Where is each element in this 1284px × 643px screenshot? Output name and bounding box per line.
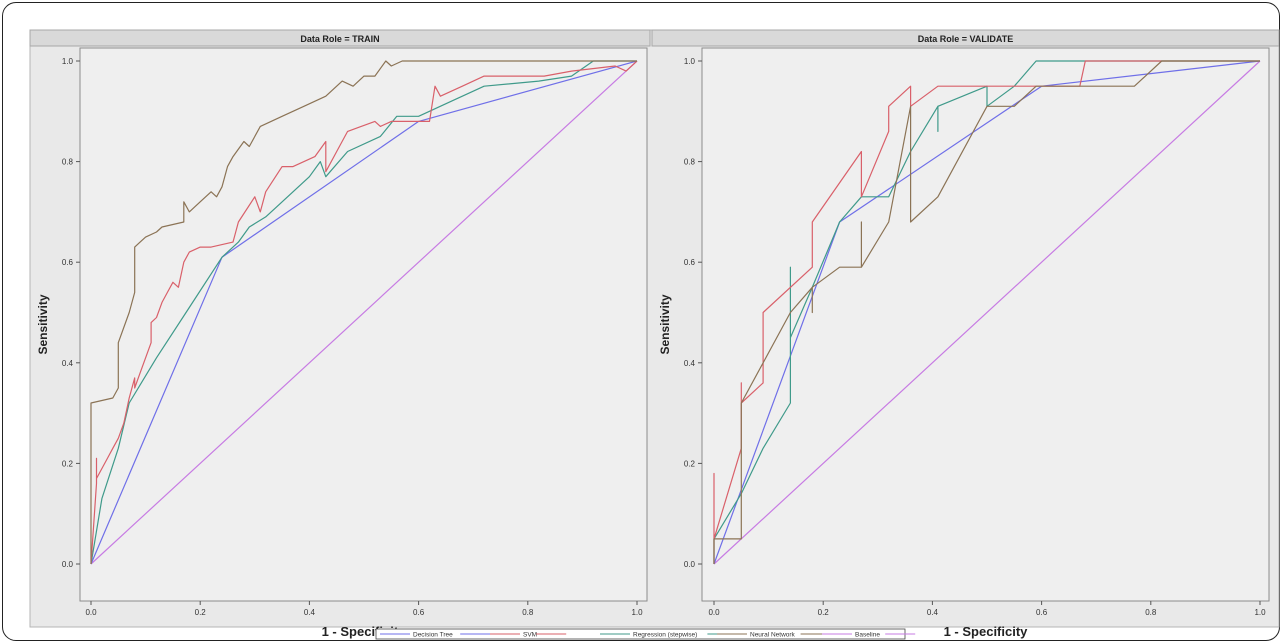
legend-item-label: Neural Network	[750, 632, 796, 639]
y-tick-label: 0.6	[684, 258, 696, 267]
panel-title: Data Role = TRAIN	[300, 34, 379, 44]
series-line-regression-stepwise	[90, 60, 637, 565]
x-tick-label: 0.8	[522, 608, 534, 617]
y-tick-label: 0.8	[684, 158, 696, 167]
x-tick-label: 0.0	[85, 608, 97, 617]
x-axis-label: 1 - Specificity	[944, 624, 1029, 639]
series-line-regression-stepwise	[713, 60, 1260, 564]
legend-item-label: Decision Tree	[413, 632, 453, 639]
x-tick-label: 0.6	[1036, 608, 1048, 617]
series-line-decision-tree	[713, 60, 1261, 565]
x-tick-label: 0.8	[1145, 608, 1157, 617]
y-tick-label: 0.8	[62, 158, 74, 167]
y-tick-label: 0.4	[684, 359, 696, 368]
series-line-neural-network	[90, 60, 637, 564]
y-tick-label: 0.4	[62, 359, 74, 368]
panel-title: Data Role = VALIDATE	[918, 34, 1013, 44]
x-tick-label: 0.4	[927, 608, 939, 617]
series-line-decision-tree	[90, 60, 638, 565]
y-tick-label: 0.0	[684, 560, 696, 569]
y-tick-label: 0.2	[62, 459, 74, 468]
series-line-baseline	[713, 60, 1261, 565]
x-tick-label: 0.4	[304, 608, 316, 617]
legend-item-label: Regression (stepwise)	[633, 632, 697, 639]
x-tick-label: 0.0	[708, 608, 720, 617]
panel-train: Data Role = TRAIN 0.0 0.2 0.4 0.6 0.8 1.0 0.0 0.…	[29, 29, 651, 639]
y-tick-label: 0.2	[684, 459, 696, 468]
legend-item-label: Baseline	[855, 632, 880, 639]
x-tick-label: 0.2	[818, 608, 830, 617]
x-tick-label: 1.0	[631, 608, 643, 617]
series-line-baseline	[90, 60, 638, 565]
legend-item-label: SVM	[523, 632, 537, 639]
series-line-svm	[90, 60, 638, 565]
plot-area	[79, 47, 648, 602]
y-axis-label: Sensitivity	[36, 294, 50, 354]
x-tick-label: 0.6	[413, 608, 425, 617]
panel-validate: Data Role = VALIDATE 0.0 0.2 0.4 0.6 0.8 1.0 0.…	[651, 29, 1280, 639]
y-tick-label: 0.6	[62, 258, 74, 267]
series-line-neural-network	[713, 60, 1260, 564]
y-axis-label: Sensitivity	[658, 294, 672, 354]
y-tick-label: 0.0	[62, 560, 74, 569]
panel-header	[651, 29, 1280, 47]
y-tick-label: 1.0	[62, 57, 74, 66]
y-tick-label: 1.0	[684, 57, 696, 66]
x-tick-label: 0.2	[195, 608, 207, 617]
x-tick-label: 1.0	[1254, 608, 1266, 617]
legend: Decision Tree SVM Regression (stepwise) Neu…	[375, 628, 916, 640]
panel-header	[29, 29, 651, 47]
